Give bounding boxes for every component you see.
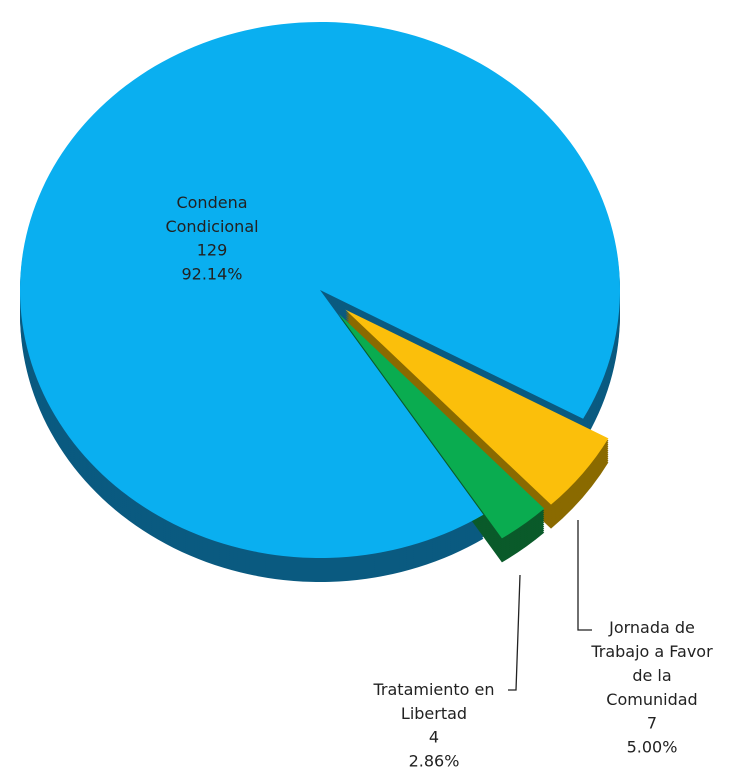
percent-label: 92.14% — [181, 265, 242, 284]
slice-label: Tratamiento en Libertad — [372, 680, 494, 723]
value-label: 4 — [429, 728, 439, 747]
slice — [19, 22, 620, 559]
leader-line — [508, 574, 521, 691]
slice — [345, 309, 609, 505]
slice-label: Condena Condicional — [165, 193, 258, 236]
percent-label: 2.86% — [409, 752, 460, 771]
slice — [338, 313, 545, 539]
value-label: 129 — [197, 241, 228, 260]
value-label: 7 — [647, 714, 657, 733]
slice-label: Jornada de Trabajo a Favor de la Comunidad — [590, 618, 713, 709]
leader-line — [577, 520, 592, 631]
percent-label: 5.00% — [627, 738, 678, 757]
